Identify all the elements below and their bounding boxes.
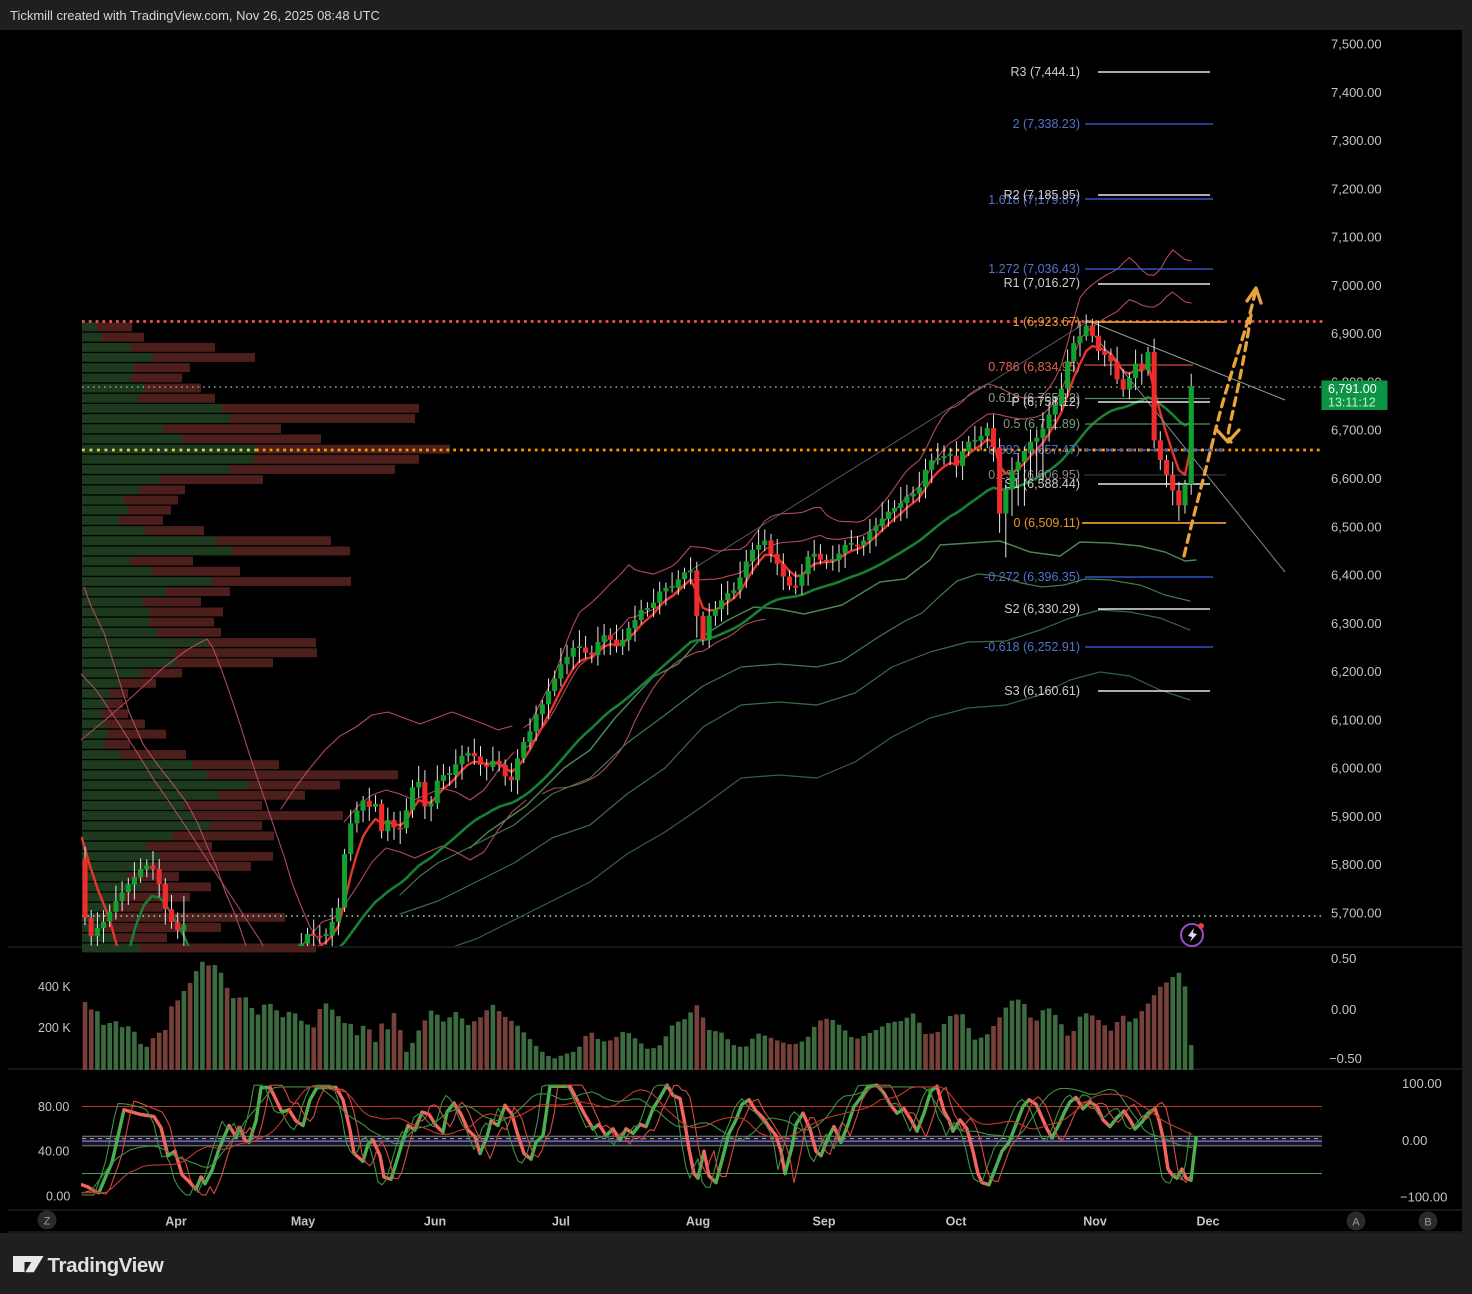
- svg-text:Apr: Apr: [165, 1215, 187, 1229]
- svg-text:Z: Z: [44, 1216, 51, 1228]
- svg-text:Nov: Nov: [1083, 1215, 1107, 1229]
- svg-text:R1 (7,016.27): R1 (7,016.27): [1004, 276, 1080, 290]
- svg-text:0.00: 0.00: [1402, 1133, 1427, 1148]
- svg-text:0 (6,509.11): 0 (6,509.11): [1014, 516, 1080, 530]
- svg-text:1 (6,923.67): 1 (6,923.67): [1013, 315, 1080, 329]
- svg-text:200 K: 200 K: [38, 1021, 71, 1035]
- svg-text:Dec: Dec: [1197, 1215, 1220, 1229]
- svg-text:13:11:12: 13:11:12: [1328, 396, 1376, 410]
- svg-text:−100.00: −100.00: [1400, 1190, 1447, 1205]
- svg-text:1.618 (7,179.87): 1.618 (7,179.87): [988, 193, 1080, 207]
- svg-text:Sep: Sep: [813, 1215, 836, 1229]
- svg-text:0.618 (6,765.12): 0.618 (6,765.12): [988, 391, 1080, 405]
- svg-text:Jun: Jun: [424, 1215, 446, 1229]
- svg-text:0.00: 0.00: [46, 1190, 70, 1204]
- svg-text:A: A: [1352, 1217, 1360, 1229]
- svg-text:B: B: [1424, 1217, 1431, 1229]
- svg-text:2 (7,338.23): 2 (7,338.23): [1013, 117, 1080, 131]
- svg-text:5,700.00: 5,700.00: [1331, 906, 1382, 921]
- svg-text:7,200.00: 7,200.00: [1331, 181, 1382, 196]
- svg-text:6,300.00: 6,300.00: [1331, 616, 1382, 631]
- svg-text:Jul: Jul: [552, 1215, 570, 1229]
- svg-text:6,100.00: 6,100.00: [1331, 712, 1382, 727]
- svg-text:Tickmill created with TradingV: Tickmill created with TradingView.com, N…: [10, 8, 380, 23]
- svg-text:TradingView: TradingView: [48, 1254, 164, 1277]
- svg-text:-0.618 (6,252.91): -0.618 (6,252.91): [984, 640, 1080, 654]
- svg-text:80.00: 80.00: [38, 1100, 69, 1114]
- svg-text:100.00: 100.00: [1402, 1076, 1442, 1091]
- svg-text:400 K: 400 K: [38, 980, 71, 994]
- svg-text:S1 (6,588.44): S1 (6,588.44): [1004, 477, 1080, 491]
- svg-text:P (6,758.12): P (6,758.12): [1011, 395, 1080, 409]
- svg-text:-0.272 (6,396.35): -0.272 (6,396.35): [984, 570, 1080, 584]
- svg-text:6,200.00: 6,200.00: [1331, 664, 1382, 679]
- svg-text:R3 (7,444.1): R3 (7,444.1): [1011, 65, 1080, 79]
- svg-text:S2 (6,330.29): S2 (6,330.29): [1004, 602, 1080, 616]
- svg-text:5,900.00: 5,900.00: [1331, 809, 1382, 824]
- svg-text:−0.50: −0.50: [1329, 1051, 1362, 1066]
- svg-text:6,700.00: 6,700.00: [1331, 423, 1382, 438]
- svg-text:6,400.00: 6,400.00: [1331, 568, 1382, 583]
- svg-text:Aug: Aug: [686, 1215, 710, 1229]
- svg-text:7,100.00: 7,100.00: [1331, 230, 1382, 245]
- svg-text:40.00: 40.00: [38, 1145, 69, 1159]
- svg-text:7,500.00: 7,500.00: [1331, 37, 1382, 52]
- svg-text:7,400.00: 7,400.00: [1331, 85, 1382, 100]
- svg-text:May: May: [291, 1215, 315, 1229]
- svg-text:6,000.00: 6,000.00: [1331, 761, 1382, 776]
- svg-text:7,000.00: 7,000.00: [1331, 278, 1382, 293]
- svg-text:6,900.00: 6,900.00: [1331, 326, 1382, 341]
- svg-text:7,300.00: 7,300.00: [1331, 133, 1382, 148]
- svg-text:S3 (6,160.61): S3 (6,160.61): [1004, 684, 1080, 698]
- svg-text:0.786 (6,834.95): 0.786 (6,834.95): [988, 360, 1080, 374]
- svg-text:6,500.00: 6,500.00: [1331, 519, 1382, 534]
- svg-text:0.5 (6,711.89): 0.5 (6,711.89): [1003, 417, 1080, 431]
- svg-text:0.382 (6,657.47): 0.382 (6,657.47): [988, 443, 1080, 457]
- svg-text:0.00: 0.00: [1331, 1002, 1356, 1017]
- svg-text:6,600.00: 6,600.00: [1331, 471, 1382, 486]
- svg-text:Oct: Oct: [946, 1215, 968, 1229]
- svg-text:1.272 (7,036.43): 1.272 (7,036.43): [988, 262, 1080, 276]
- svg-text:R2 (7,185.95): R2 (7,185.95): [1004, 188, 1080, 202]
- svg-text:6,791.00: 6,791.00: [1328, 382, 1377, 396]
- svg-text:0.50: 0.50: [1331, 951, 1356, 966]
- svg-text:5,800.00: 5,800.00: [1331, 857, 1382, 872]
